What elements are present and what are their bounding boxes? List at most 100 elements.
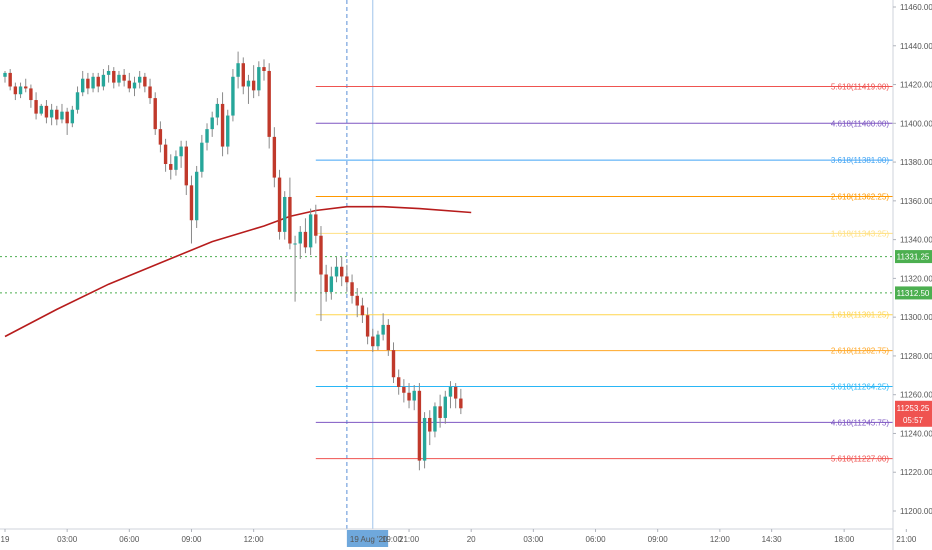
candle [288,177,292,250]
candle [314,204,318,244]
candle [438,394,442,428]
candle-body [350,282,354,296]
candle-body [396,377,401,387]
candle-body [137,76,142,83]
candle [262,59,266,81]
price-axis-tags: 11331.25 11312.50 11253.25 05:57 [895,250,932,427]
candle-body [34,100,38,114]
candle-body [391,350,396,378]
candle-body [246,80,251,87]
candle-body [143,76,147,87]
candle-body [44,105,49,118]
candle [355,288,359,318]
candle-body [376,334,380,347]
time-tick-label: 06:00 [586,535,607,544]
candle [417,383,422,471]
candle-body [101,74,106,87]
candlestick-series [3,51,463,471]
candle-body [433,406,437,432]
price-tick-label: 11300.00 [900,313,932,322]
candle-body [340,266,344,277]
candle [350,274,354,304]
bar-countdown: 05:57 [903,416,924,425]
price-tick-label: 11360.00 [900,197,932,206]
candle [60,103,64,124]
price-tick-label: 11240.00 [900,429,932,438]
candle-body [417,390,422,461]
candle [158,121,163,153]
price-tick-label: 11320.00 [900,274,932,283]
time-tick-label: 03:00 [57,535,78,544]
candle-body [220,103,225,147]
candle-body [148,86,152,99]
candle-body [448,386,453,397]
candle-body [422,417,427,461]
candle [49,103,54,126]
last-price-tag-box [895,400,932,427]
candle [29,84,33,108]
candle [272,127,277,188]
candle [324,264,328,302]
candle-body [288,196,292,244]
fib-level-label: 1.618(11301.25) [831,311,889,320]
candle-body [407,392,411,401]
candle [226,109,230,155]
highlight-date-label: 19 Aug '20 [350,535,388,544]
candle [246,74,251,104]
candle-body [251,80,256,91]
candle [340,257,344,287]
candle [210,111,214,137]
horizontal-levels[interactable] [0,256,893,294]
candle [39,103,43,116]
fibonacci-extension-levels[interactable]: 5.618(11419.00) 4.618(11400.00) 3.618(1138… [315,82,893,464]
candle [257,61,261,97]
time-axis[interactable]: 19 03:00 06:00 09:00 12:00 21:00 20 03:00 06:00 0… [1,529,932,547]
candle-body [75,92,80,110]
candle [24,78,28,93]
candle [179,140,183,168]
candle-body [189,185,194,221]
candle [231,69,235,122]
time-tick-label: 12:00 [244,535,265,544]
candle-body [355,295,359,306]
candle [117,70,121,87]
candle [148,78,152,104]
candle [96,72,100,93]
time-tick-label: 18:00 [834,535,855,544]
candle-body [65,111,69,124]
candle-body [3,72,7,77]
candle [65,107,69,135]
candle-body [272,136,277,178]
candle [200,134,204,178]
candle-body [13,86,18,95]
fib-level-label: 4.618(11400.00) [831,119,889,128]
candle-body [386,324,391,351]
price-axis[interactable]: 11200.00 11220.00 11240.00 11260.00 11280.00… [893,3,932,516]
candle [396,369,401,395]
candle [215,98,220,126]
time-tick-label: 21:00 [399,535,420,544]
price-tick-label: 11400.00 [900,119,932,128]
candle [293,235,297,302]
candle-body [49,109,54,118]
candle [81,70,85,97]
level-price-tag: 11331.25 [895,250,932,264]
candle [163,138,168,172]
candle-body [283,196,287,232]
price-tick-label: 11340.00 [900,236,932,245]
candle-body [132,82,137,89]
candle [174,150,178,176]
candle [412,385,416,411]
candle [34,92,38,120]
candle-body [112,70,116,83]
candle [433,402,437,438]
candle-body [8,72,12,87]
candle [91,72,95,93]
candle [360,297,365,323]
fib-level-label: 4.618(11245.75) [831,418,889,427]
candle [448,381,453,409]
candle [106,65,111,83]
moving-average-line [4,205,472,338]
